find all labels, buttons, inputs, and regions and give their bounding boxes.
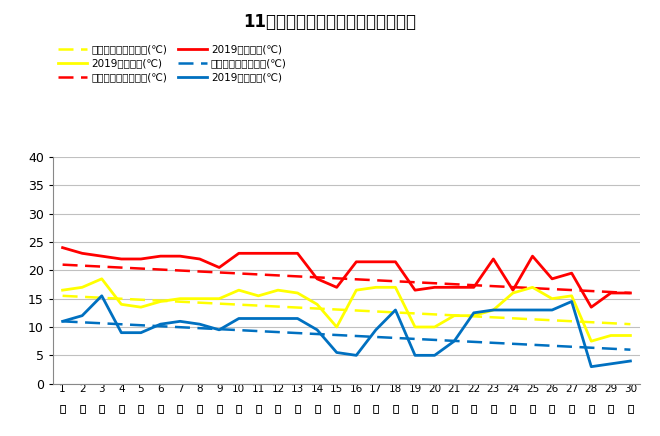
Text: 日: 日	[294, 404, 301, 413]
Text: 日: 日	[392, 403, 399, 413]
Text: 日: 日	[510, 403, 516, 413]
Text: 日: 日	[451, 404, 457, 413]
Text: 日: 日	[627, 404, 634, 413]
Text: 日: 日	[568, 403, 575, 413]
Text: 日: 日	[294, 403, 301, 413]
Text: 日: 日	[98, 404, 105, 413]
Text: 日: 日	[588, 403, 595, 413]
Text: 日: 日	[568, 404, 575, 413]
Text: 日: 日	[608, 403, 614, 413]
Text: 日: 日	[549, 404, 555, 413]
Text: 日: 日	[432, 404, 438, 413]
Text: 日: 日	[333, 404, 340, 413]
Text: 日: 日	[59, 404, 66, 413]
Text: 日: 日	[98, 403, 105, 413]
Text: 日: 日	[529, 404, 536, 413]
Text: 日: 日	[490, 404, 496, 413]
Text: 日: 日	[138, 404, 144, 413]
Text: 日: 日	[216, 404, 222, 413]
Text: 日: 日	[275, 403, 281, 413]
Text: 日: 日	[314, 404, 320, 413]
Text: 日: 日	[255, 403, 261, 413]
Text: 日: 日	[118, 403, 125, 413]
Text: 日: 日	[471, 404, 477, 413]
Text: 日: 日	[392, 404, 399, 413]
Text: 日: 日	[138, 403, 144, 413]
Text: 日: 日	[412, 404, 418, 413]
Text: 日: 日	[59, 403, 66, 413]
Text: 日: 日	[79, 403, 85, 413]
Text: 日: 日	[177, 404, 183, 413]
Text: 日: 日	[608, 404, 614, 413]
Text: 日: 日	[157, 404, 164, 413]
Text: 日: 日	[588, 404, 595, 413]
Text: 日: 日	[451, 403, 457, 413]
Text: 日: 日	[529, 403, 536, 413]
Text: 日: 日	[197, 403, 203, 413]
Text: 日: 日	[353, 403, 360, 413]
Text: 日: 日	[236, 404, 242, 413]
Text: 日: 日	[549, 403, 555, 413]
Text: 日: 日	[236, 403, 242, 413]
Text: 日: 日	[197, 404, 203, 413]
Text: 日: 日	[333, 403, 340, 413]
Text: 日: 日	[373, 403, 379, 413]
Text: 日: 日	[353, 404, 360, 413]
Text: 日: 日	[627, 403, 634, 413]
Text: 日: 日	[255, 404, 261, 413]
Text: 日: 日	[314, 403, 320, 413]
Text: 日: 日	[79, 404, 85, 413]
Text: 日: 日	[490, 403, 496, 413]
Text: 日: 日	[373, 404, 379, 413]
Text: 日: 日	[157, 403, 164, 413]
Text: 日: 日	[275, 404, 281, 413]
Text: 11月最高・最低・平均気温（日別）: 11月最高・最低・平均気温（日別）	[244, 13, 416, 31]
Legend: －・平均気温平年値(℃), 2019平均気温(℃), －・最高気温平年値(℃), 2019最高気温(℃), －・最低気温平年値(℃), 2019最低気温(℃): －・平均気温平年値(℃), 2019平均気温(℃), －・最高気温平年値(℃),…	[58, 44, 287, 82]
Text: 日: 日	[177, 403, 183, 413]
Text: 日: 日	[471, 403, 477, 413]
Text: 日: 日	[118, 404, 125, 413]
Text: 日: 日	[412, 403, 418, 413]
Text: 日: 日	[510, 404, 516, 413]
Text: 日: 日	[432, 403, 438, 413]
Text: 日: 日	[216, 403, 222, 413]
